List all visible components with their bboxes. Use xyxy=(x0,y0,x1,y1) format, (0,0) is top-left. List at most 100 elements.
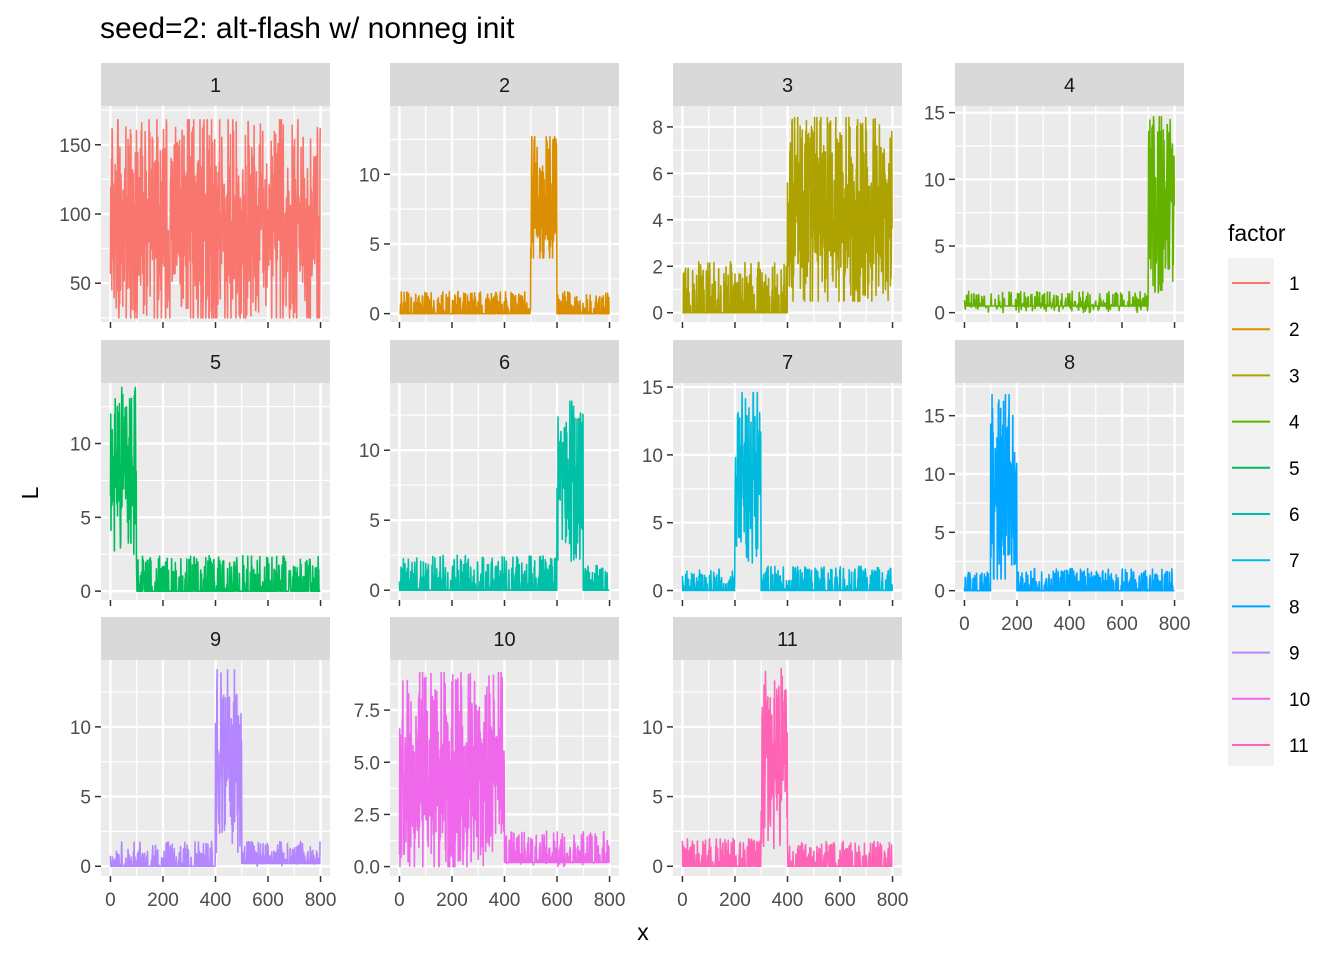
x-tick-label: 200 xyxy=(147,890,179,911)
y-tick-label: 0 xyxy=(369,581,380,602)
y-tick-label: 5 xyxy=(652,788,663,809)
legend-key-background xyxy=(1228,258,1274,766)
facet-strip xyxy=(955,63,1184,106)
series-line-5 xyxy=(109,386,321,592)
facet-strip-label: 7 xyxy=(782,352,793,374)
y-tick-label: 15 xyxy=(642,378,663,399)
y-tick-label: 5.0 xyxy=(354,753,380,774)
facet-strip xyxy=(390,617,619,660)
legend-label-11: 11 xyxy=(1289,736,1309,757)
x-tick-label: 800 xyxy=(1159,614,1191,635)
y-tick-label: 0 xyxy=(369,305,380,326)
y-tick-label: 0 xyxy=(652,304,663,325)
legend-label-9: 9 xyxy=(1289,644,1300,665)
facet-panel-6: 6 0 5 10 xyxy=(359,340,619,606)
y-tick-label: 10 xyxy=(359,441,380,462)
x-tick-label: 200 xyxy=(719,890,751,911)
y-tick-label: 15 xyxy=(924,407,945,428)
legend: factor 1 2 3 4 5 6 7 8 9 10 11 xyxy=(1228,220,1310,766)
facet-panel-2: 2 0 5 10 xyxy=(359,63,619,328)
facet-panels: 1501001502051030246840510155051060510705… xyxy=(59,63,1190,911)
series-line-3 xyxy=(681,116,894,314)
x-tick-label: 200 xyxy=(436,890,468,911)
series-line-8 xyxy=(963,393,1175,592)
y-tick-label: 7.5 xyxy=(354,701,380,722)
facet-panel-4: 4 0 5 10 15 xyxy=(924,63,1184,328)
y-tick-label: 0 xyxy=(80,582,91,603)
x-tick-label: 600 xyxy=(1106,614,1138,635)
chart-title: seed=2: alt-flash w/ nonneg init xyxy=(100,12,515,45)
legend-label-5: 5 xyxy=(1289,459,1300,480)
y-tick-label: 10 xyxy=(70,718,91,739)
facet-strip-label: 11 xyxy=(777,629,798,651)
facet-strip-label: 1 xyxy=(210,75,221,97)
x-tick-label: 600 xyxy=(252,890,284,911)
y-tick-label: 0 xyxy=(652,857,663,878)
y-tick-label: 8 xyxy=(652,118,663,139)
facet-strip xyxy=(101,63,330,106)
series-line-6 xyxy=(398,400,610,591)
legend-label-4: 4 xyxy=(1289,413,1300,434)
facet-strip xyxy=(673,63,902,106)
y-tick-label: 5 xyxy=(369,511,380,532)
x-tick-label: 800 xyxy=(594,890,626,911)
y-tick-label: 100 xyxy=(59,205,91,226)
series-line-4 xyxy=(963,115,1176,314)
x-tick-label: 0 xyxy=(105,890,116,911)
y-tick-label: 5 xyxy=(934,523,945,544)
y-tick-label: 5 xyxy=(80,508,91,529)
y-tick-label: 5 xyxy=(652,514,663,535)
y-tick-label: 0 xyxy=(934,582,945,603)
facet-strip-label: 6 xyxy=(499,352,510,374)
legend-label-8: 8 xyxy=(1289,597,1300,618)
y-tick-label: 0 xyxy=(934,304,945,325)
y-tick-label: 5 xyxy=(934,237,945,258)
y-tick-label: 6 xyxy=(652,164,663,185)
x-tick-label: 400 xyxy=(772,890,804,911)
facet-strip xyxy=(101,617,330,660)
legend-title: factor xyxy=(1228,220,1286,246)
legend-label-1: 1 xyxy=(1289,274,1300,295)
y-tick-label: 10 xyxy=(924,170,945,191)
y-tick-label: 2.5 xyxy=(354,805,380,826)
y-tick-label: 0 xyxy=(80,857,91,878)
series-line-10 xyxy=(398,671,610,868)
facet-panel-3: 3 0 2 4 6 8 xyxy=(652,63,902,328)
y-tick-label: 10 xyxy=(70,435,91,456)
facet-panel-9: 9 0 5 10 0 200 400 600 800 xyxy=(70,617,336,911)
y-tick-label: 50 xyxy=(70,274,91,295)
x-tick-label: 0 xyxy=(959,614,970,635)
facet-strip xyxy=(390,340,619,383)
y-tick-label: 2 xyxy=(652,257,663,278)
facet-strip-label: 10 xyxy=(493,629,515,651)
facet-strip-label: 3 xyxy=(782,75,793,97)
facet-panel-10: 10 0.0 2.5 5.0 7.5 0 200 400 600 800 xyxy=(354,617,626,911)
y-tick-label: 4 xyxy=(652,211,663,232)
legend-label-10: 10 xyxy=(1289,690,1310,711)
facet-strip-label: 4 xyxy=(1064,75,1075,97)
y-tick-label: 0 xyxy=(652,582,663,603)
series-line-1 xyxy=(109,119,322,319)
y-tick-label: 5 xyxy=(369,235,380,256)
x-axis-title: x xyxy=(637,919,649,945)
x-tick-label: 600 xyxy=(541,890,573,911)
y-tick-label: 5 xyxy=(80,788,91,809)
legend-label-7: 7 xyxy=(1289,551,1300,572)
series-line-2 xyxy=(398,135,610,315)
y-tick-label: 15 xyxy=(924,104,945,125)
facet-strip-label: 8 xyxy=(1064,352,1075,374)
facet-panel-11: 11 0 5 10 0 200 400 600 800 xyxy=(642,617,908,911)
facet-strip xyxy=(955,340,1184,383)
series-line-9 xyxy=(109,668,321,868)
x-tick-label: 200 xyxy=(1001,614,1033,635)
y-axis-title: L xyxy=(17,486,43,499)
facet-strip-label: 5 xyxy=(210,352,221,374)
facet-panel-8: 8 0 5 10 15 0 200 400 600 800 xyxy=(924,340,1191,635)
x-tick-label: 0 xyxy=(677,890,688,911)
legend-label-3: 3 xyxy=(1289,366,1300,387)
y-tick-label: 10 xyxy=(642,718,663,739)
x-tick-label: 400 xyxy=(489,890,521,911)
series-line-7 xyxy=(681,391,894,592)
